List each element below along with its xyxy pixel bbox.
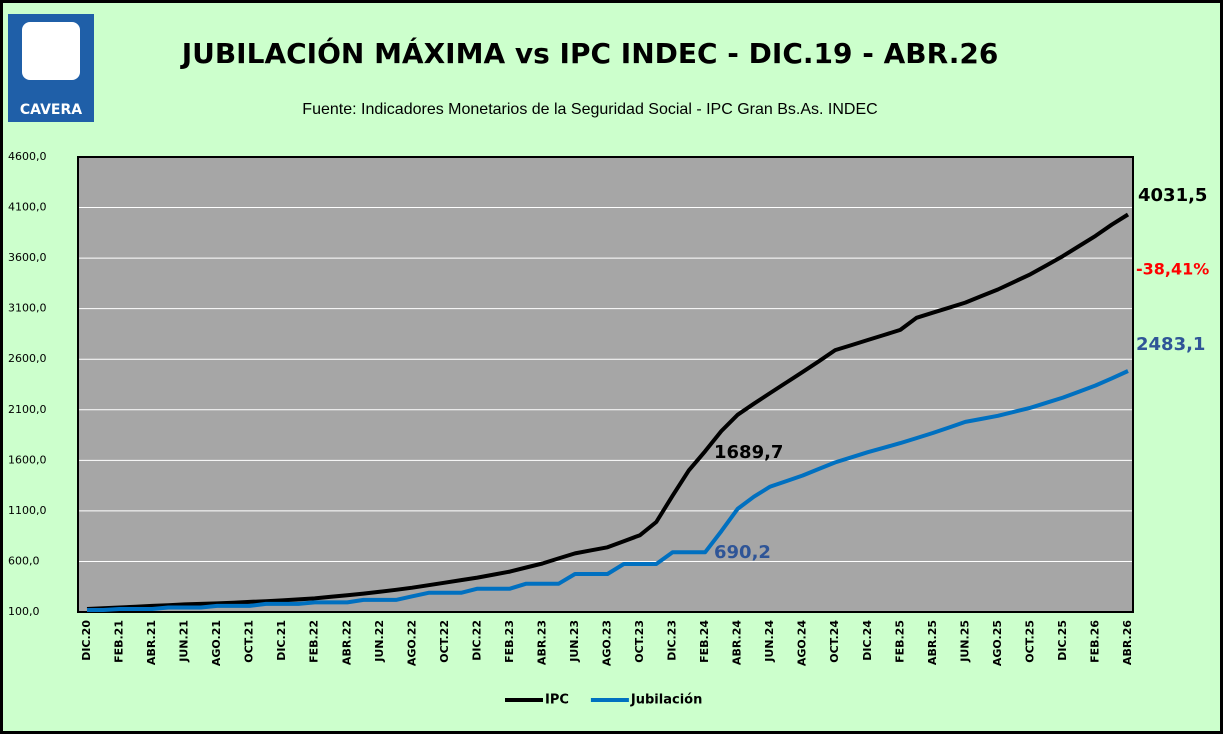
annotation: -38,41% [1136, 260, 1209, 279]
y-tick-label: 3600,0 [8, 251, 47, 264]
x-tick-label: JUN.25 [958, 620, 971, 663]
chart-title: JUBILACIÓN MÁXIMA vs IPC INDEC - DIC.19 … [180, 36, 999, 70]
x-tick-label: AGO.23 [601, 620, 614, 666]
x-tick-label: JUN.22 [373, 620, 386, 663]
x-tick-label: FEB.22 [308, 620, 321, 663]
x-tick-label: OCT.24 [828, 620, 841, 663]
x-tick-label: ABR.25 [926, 620, 939, 665]
logo-text: CAVERA [20, 102, 82, 118]
x-tick-label: OCT.25 [1023, 620, 1036, 663]
annotation: 4031,5 [1138, 185, 1207, 206]
x-tick-label: JUN.23 [568, 620, 581, 663]
y-tick-label: 4600,0 [8, 150, 47, 163]
series-line [87, 369, 1129, 612]
annotation: 1689,7 [714, 442, 783, 463]
x-tick-label: DIC.22 [470, 620, 483, 661]
chart-subtitle: Fuente: Indicadores Monetarios de la Seg… [302, 101, 877, 118]
x-tick-label: ABR.22 [340, 620, 353, 665]
x-tick-label: AGO.24 [796, 620, 809, 666]
y-tick-label: 100,0 [8, 605, 40, 618]
x-tick-label: FEB.24 [698, 620, 711, 663]
series-line [86, 212, 1130, 611]
plot-area [78, 157, 1133, 612]
x-tick-label: FEB.26 [1088, 620, 1101, 663]
x-tick-label: FEB.25 [893, 620, 906, 663]
x-tick-label: AGO.25 [991, 620, 1004, 666]
x-tick-label: DIC.21 [275, 620, 288, 661]
annotation: 2483,1 [1136, 334, 1205, 355]
x-tick-label: FEB.21 [113, 620, 126, 663]
y-tick-label: 1100,0 [8, 504, 47, 517]
y-tick-label: 2600,0 [8, 352, 47, 365]
annotation: 690,2 [714, 542, 771, 563]
y-tick-label: 1600,0 [8, 453, 47, 466]
y-tick-label: 4100,0 [8, 201, 47, 214]
x-tick-label: DIC.25 [1056, 620, 1069, 661]
x-tick-label: ABR.21 [145, 620, 158, 665]
x-tick-label: OCT.23 [633, 620, 646, 663]
x-tick-label: OCT.22 [438, 620, 451, 663]
x-tick-label: ABR.23 [535, 620, 548, 665]
x-tick-label: DIC.24 [861, 620, 874, 661]
legend-label: IPC [545, 693, 569, 708]
y-tick-label: 3100,0 [8, 302, 47, 315]
x-tick-label: JUN.24 [763, 620, 776, 663]
plot-border [77, 156, 1134, 613]
x-tick-label: FEB.23 [503, 620, 516, 663]
legend-label: Jubilación [630, 693, 702, 708]
x-tick-label: ABR.26 [1121, 620, 1134, 665]
logo-mark [22, 22, 80, 80]
x-tick-label: DIC.23 [666, 620, 679, 661]
y-tick-label: 600,0 [8, 554, 40, 567]
x-tick-label: OCT.21 [243, 620, 256, 663]
x-tick-label: JUN.21 [178, 620, 191, 663]
x-tick-label: AGO.22 [405, 620, 418, 666]
y-tick-label: 2100,0 [8, 403, 47, 416]
x-tick-label: DIC.20 [80, 620, 93, 661]
x-tick-label: AGO.21 [210, 620, 223, 666]
x-tick-label: ABR.24 [731, 620, 744, 665]
